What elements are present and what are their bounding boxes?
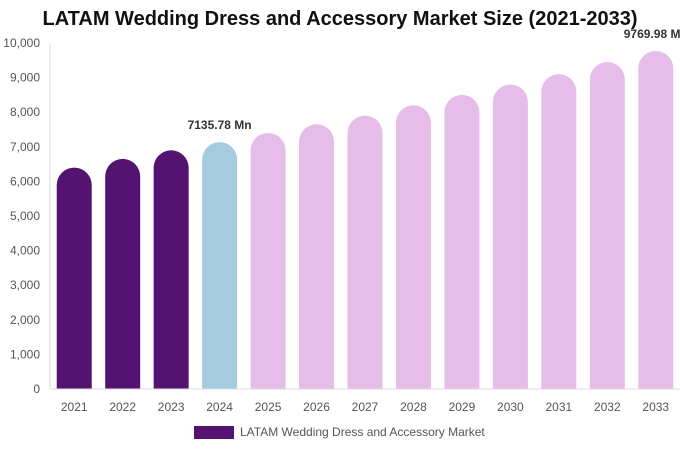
legend-label: LATAM Wedding Dress and Accessory Market xyxy=(240,425,485,439)
y-tick-label: 3,000 xyxy=(10,278,40,292)
bar-2027 xyxy=(347,115,383,389)
data-labels: 7135.78 Mn 9769.98 Mn xyxy=(188,27,680,132)
x-tick-label: 2021 xyxy=(61,400,88,414)
bar-2030 xyxy=(492,84,528,389)
x-tick-label: 2031 xyxy=(545,400,572,414)
bar-2021 xyxy=(56,167,92,389)
bar-2025 xyxy=(250,132,286,389)
bar-2029 xyxy=(444,94,480,390)
x-tick-label: 2023 xyxy=(158,400,185,414)
bar-2022 xyxy=(105,158,141,389)
y-tick-label: 8,000 xyxy=(10,105,40,119)
legend: LATAM Wedding Dress and Accessory Market xyxy=(194,425,485,439)
x-tick-label: 2028 xyxy=(400,400,427,414)
x-tick-label: 2033 xyxy=(642,400,669,414)
y-tick-label: 1,000 xyxy=(10,347,40,361)
bar-2032 xyxy=(589,62,625,389)
x-tick-label: 2030 xyxy=(497,400,524,414)
y-tick-label: 5,000 xyxy=(10,209,40,223)
x-tick-label: 2032 xyxy=(594,400,621,414)
y-axis: 0 1,000 2,000 3,000 4,000 5,000 6,000 7,000 8,00… xyxy=(3,36,51,396)
data-label-2024: 7135.78 Mn xyxy=(188,118,252,132)
x-tick-label: 2029 xyxy=(449,400,476,414)
x-tick-label: 2024 xyxy=(206,400,233,414)
y-tick-label: 10,000 xyxy=(3,36,40,50)
y-tick-label: 7,000 xyxy=(10,140,40,154)
x-tick-label: 2027 xyxy=(352,400,379,414)
bar-2024 xyxy=(202,142,238,389)
bar-2033 xyxy=(638,50,674,390)
chart-title: LATAM Wedding Dress and Accessory Market… xyxy=(42,8,638,30)
y-tick-label: 9,000 xyxy=(10,71,40,85)
x-tick-label: 2025 xyxy=(255,400,282,414)
x-tick-label: 2022 xyxy=(109,400,136,414)
legend-swatch xyxy=(194,425,234,439)
y-tick-label: 2,000 xyxy=(10,313,40,327)
bar-2026 xyxy=(299,124,335,390)
bar-2031 xyxy=(541,74,577,390)
bar-2023 xyxy=(153,150,189,389)
y-tick-label: 0 xyxy=(33,382,40,396)
x-axis: 2021 2022 2023 2024 2025 2026 2027 2028 2029 2030… xyxy=(50,388,680,414)
y-tick-label: 4,000 xyxy=(10,244,40,258)
bars xyxy=(56,50,674,390)
data-label-2033: 9769.98 Mn xyxy=(624,27,680,41)
y-tick-label: 6,000 xyxy=(10,174,40,188)
bar-2028 xyxy=(395,105,431,389)
x-tick-label: 2026 xyxy=(303,400,330,414)
